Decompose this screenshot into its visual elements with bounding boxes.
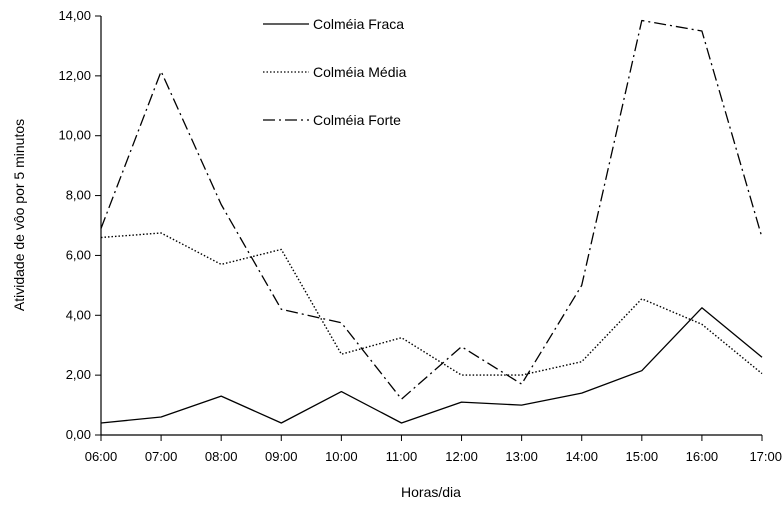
y-tick-label: 12,00	[58, 68, 91, 83]
x-tick-label: 07:00	[145, 449, 178, 464]
x-tick-label: 10:00	[325, 449, 358, 464]
x-tick-label: 08:00	[205, 449, 238, 464]
y-tick-label: 0,00	[66, 427, 91, 442]
x-axis-title: Horas/dia	[401, 484, 461, 500]
x-tick-label: 13:00	[505, 449, 538, 464]
x-tick-label: 11:00	[386, 449, 418, 464]
y-tick-label: 8,00	[66, 188, 91, 203]
legend-label-2: Colméia Média	[313, 64, 407, 80]
series-layer	[100, 19, 763, 424]
y-tick-label: 6,00	[66, 247, 91, 262]
legend-label-3: Colméia Forte	[313, 112, 401, 128]
x-tick-label: 06:00	[85, 449, 118, 464]
y-tick-label: 14,00	[58, 8, 91, 23]
series-line-3	[100, 19, 763, 400]
legend-label-1: Colméia Fraca	[313, 16, 404, 32]
series-line-1	[100, 307, 763, 424]
y-tick-label: 4,00	[66, 307, 91, 322]
x-tick-label: 14:00	[565, 449, 598, 464]
x-tick-label: 17:00	[749, 449, 782, 464]
x-tick-label: 15:00	[626, 449, 659, 464]
y-tick-label: 2,00	[66, 367, 91, 382]
y-tick-label: 10,00	[58, 128, 91, 143]
y-axis-title: Atividade de vôo por 5 minutos	[11, 119, 27, 311]
plot-area: 0,00 2,00 4,00 6,00 8,00 10,00 12,00 14,00 06:00…	[58, 8, 782, 464]
legend: Colméia Fraca Colméia Média Colméia Forte	[263, 16, 407, 128]
series-line-2	[100, 232, 763, 376]
x-tick-label: 09:00	[265, 449, 298, 464]
x-tick-label: 12:00	[445, 449, 478, 464]
x-tick-label: 16:00	[686, 449, 719, 464]
